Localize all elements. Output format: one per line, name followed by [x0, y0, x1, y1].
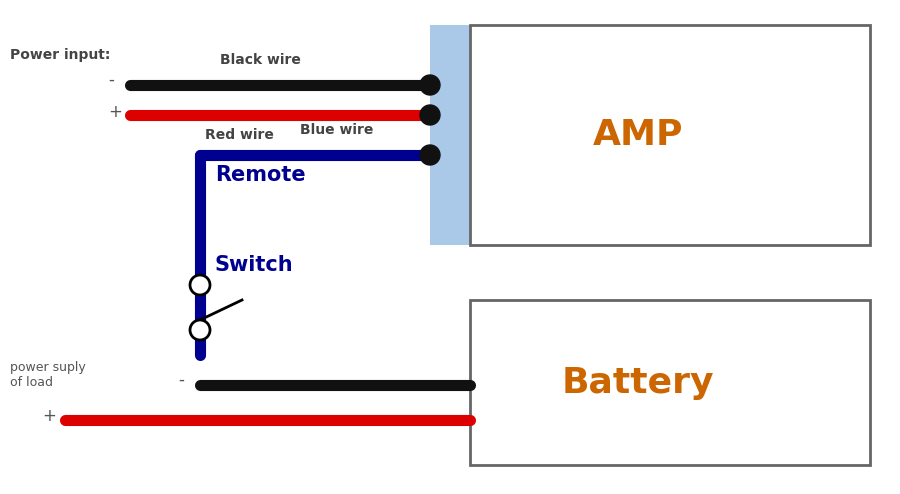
Text: Blue wire: Blue wire	[300, 123, 373, 137]
Text: Red wire: Red wire	[205, 128, 274, 142]
Circle shape	[420, 75, 440, 95]
Text: -: -	[178, 371, 184, 389]
Text: power suply
of load: power suply of load	[10, 361, 86, 389]
Text: Power input:: Power input:	[10, 48, 111, 62]
Circle shape	[420, 145, 440, 165]
Text: AMP: AMP	[593, 118, 683, 152]
Circle shape	[190, 275, 210, 295]
Text: Battery: Battery	[562, 366, 715, 400]
Bar	[470, 300, 870, 465]
Text: +: +	[42, 407, 56, 425]
Text: Switch: Switch	[215, 255, 293, 275]
Bar	[470, 25, 870, 245]
Text: +: +	[108, 103, 122, 121]
Text: Black wire: Black wire	[220, 53, 301, 67]
Circle shape	[420, 105, 440, 125]
Text: -: -	[108, 71, 114, 89]
Bar	[430, 25, 472, 245]
Circle shape	[190, 320, 210, 340]
Text: Remote: Remote	[215, 165, 306, 185]
